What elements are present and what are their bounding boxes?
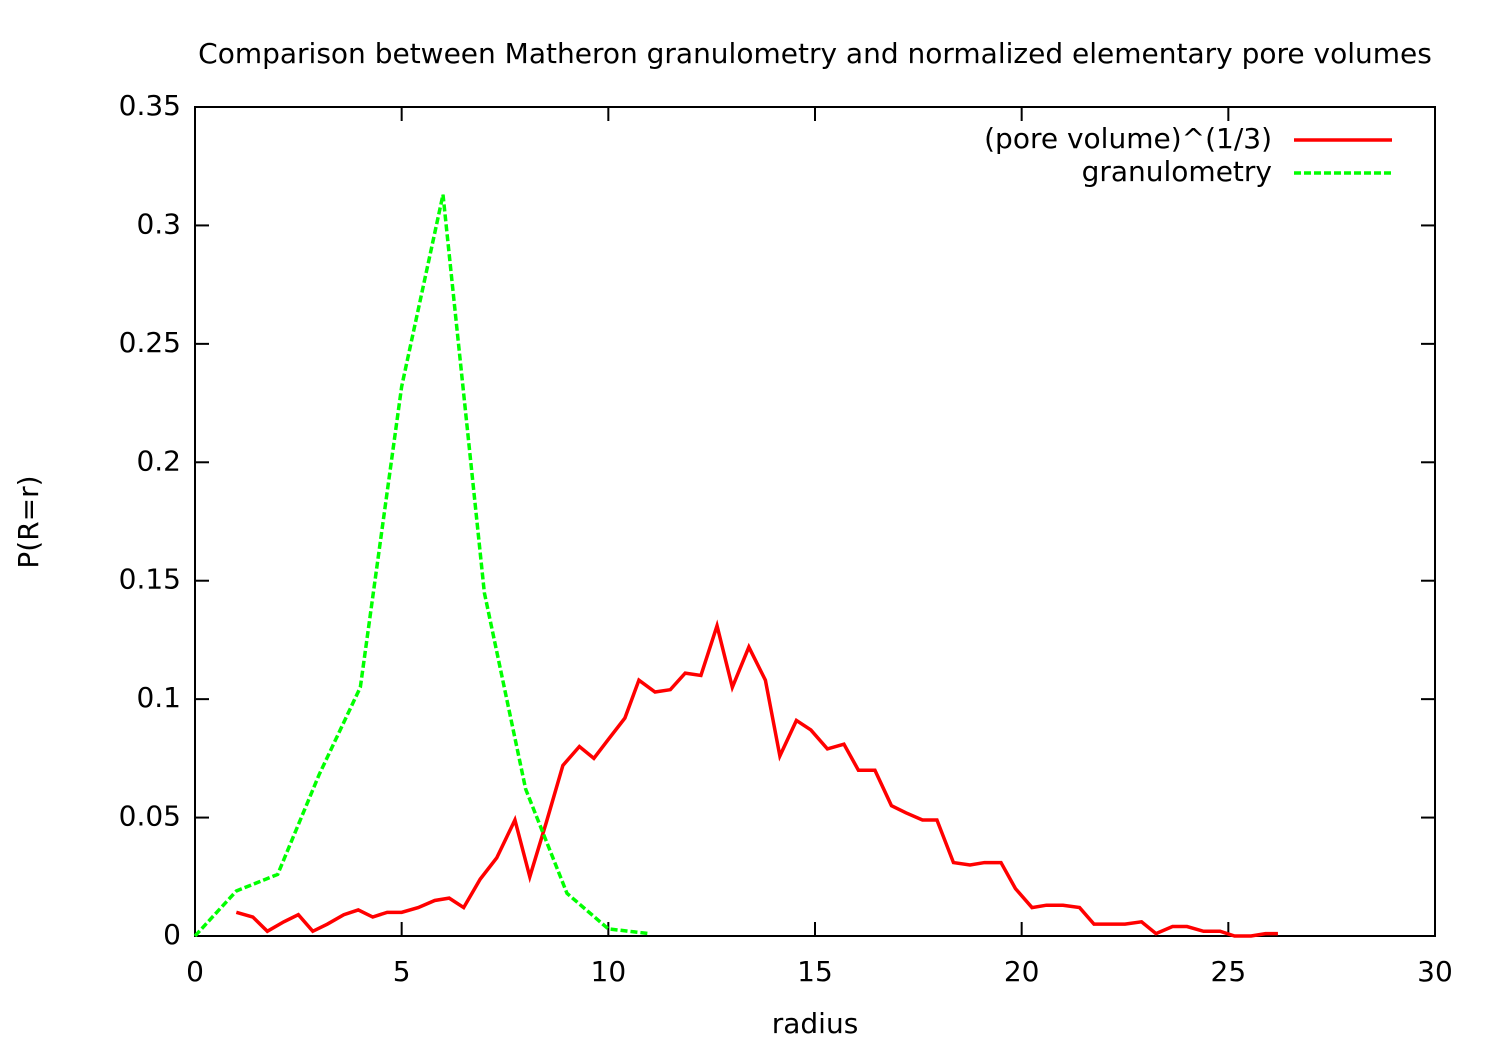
y-tick-label: 0.35 [119,89,181,122]
y-tick-label: 0.3 [136,207,181,240]
x-tick-label: 0 [186,955,204,988]
x-tick-label: 30 [1417,955,1453,988]
x-tick-label: 15 [797,955,833,988]
series-line [193,194,650,938]
y-axis-label: P(R=r) [12,475,45,568]
plot-frame [194,106,1436,937]
legend-label: (pore volume)^(1/3) [984,122,1272,155]
x-tick-label: 25 [1211,955,1247,988]
y-tick-label: 0.05 [119,800,181,833]
y-tick-label: 0.1 [136,681,181,714]
x-axis-label: radius [772,1007,859,1040]
y-tick-label: 0 [163,918,181,951]
series-line [235,619,1278,938]
y-tick-label: 0.15 [119,563,181,596]
x-tick-label: 10 [591,955,627,988]
legend-label: granulometry [1082,155,1272,188]
chart-title: Comparison between Matheron granulometry… [198,37,1432,70]
y-tick-label: 0.2 [136,444,181,477]
x-tick-label: 5 [393,955,411,988]
x-tick-label: 20 [1004,955,1040,988]
y-tick-label: 0.25 [119,326,181,359]
